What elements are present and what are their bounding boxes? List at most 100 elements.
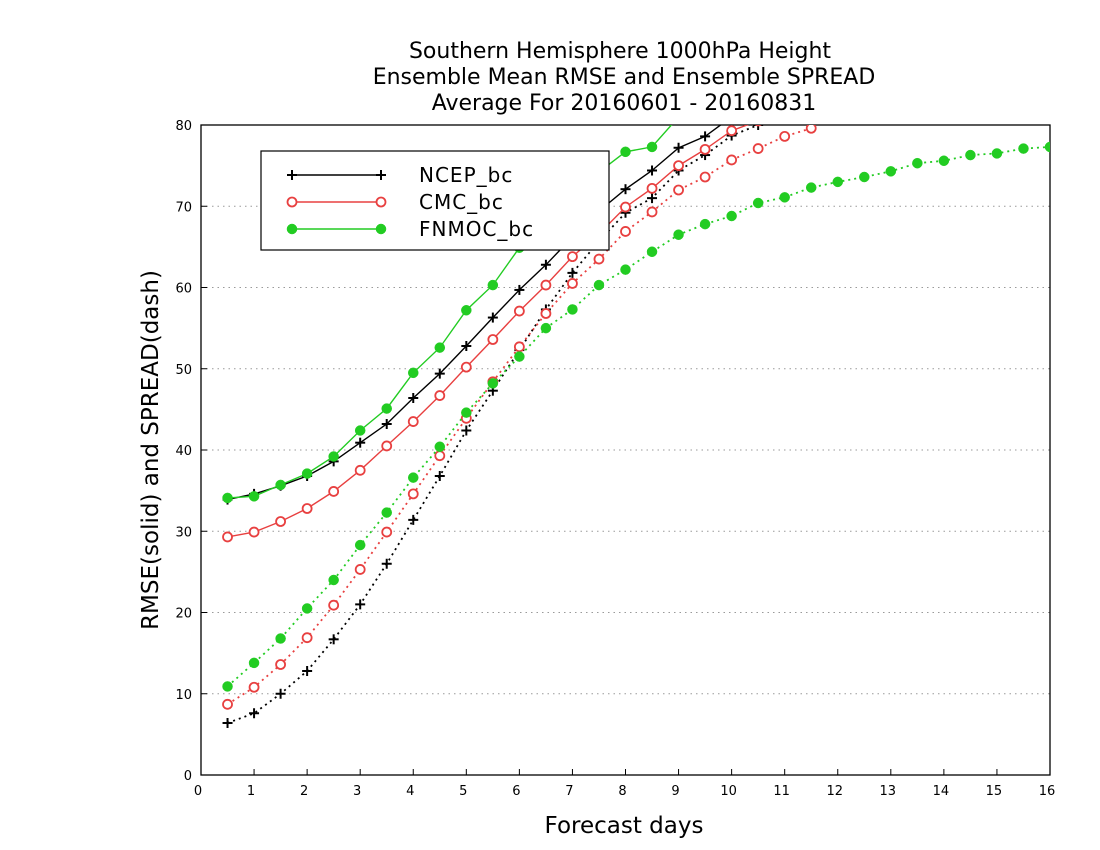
- point-ncep-bc-spread: [434, 471, 445, 481]
- point-cmc-bc-rmse: [487, 334, 499, 345]
- series-line-cmc-bc-spread: [227, 127, 812, 706]
- point-cmc-bc-rmse: [673, 160, 684, 172]
- point-ncep-bc-spread: [249, 708, 260, 719]
- point-ncep-bc-spread: [408, 514, 419, 525]
- legend-label-fnmoc-bc: FNMOC_bc: [419, 217, 534, 241]
- y-tick-label: 10: [175, 688, 192, 703]
- grid-lines: [201, 205, 1050, 695]
- legend-label-ncep-bc: NCEP_bc: [419, 163, 513, 187]
- point-fnmoc-bc-spread: [222, 681, 233, 692]
- point-cmc-bc-spread: [222, 698, 233, 710]
- legend-marker-ncep-bc: [287, 170, 297, 180]
- point-cmc-bc-rmse: [434, 390, 446, 401]
- x-tick-label: 12: [826, 784, 843, 799]
- series-fnmoc-bc-spread: [222, 141, 1050, 692]
- point-fnmoc-bc-rmse: [408, 367, 419, 379]
- point-fnmoc-bc-rmse: [222, 492, 233, 504]
- point-fnmoc-bc-spread: [673, 229, 684, 240]
- point-fnmoc-bc-spread: [965, 149, 976, 161]
- point-fnmoc-bc-spread: [248, 657, 260, 669]
- y-axis-title: RMSE(solid) and SPREAD(dash): [138, 270, 164, 630]
- point-ncep-bc-spread: [222, 718, 233, 728]
- point-fnmoc-bc-rmse: [301, 468, 313, 479]
- x-tick-label: 14: [933, 784, 950, 799]
- point-fnmoc-bc-spread: [593, 279, 605, 291]
- point-fnmoc-bc-spread: [620, 264, 631, 275]
- point-fnmoc-bc-spread: [540, 322, 552, 334]
- point-fnmoc-bc-spread: [354, 539, 366, 551]
- point-cmc-bc-rmse: [248, 526, 260, 538]
- point-fnmoc-bc-spread: [779, 192, 790, 203]
- title-line-2: Ensemble Mean RMSE and Ensemble SPREAD: [373, 65, 876, 90]
- series-layer: [222, 125, 1050, 728]
- point-fnmoc-bc-rmse: [487, 279, 499, 291]
- x-tick-label: 2: [300, 784, 308, 799]
- point-fnmoc-bc-spread: [301, 603, 313, 614]
- x-tick-label: 11: [773, 784, 790, 799]
- point-fnmoc-bc-spread: [699, 218, 711, 230]
- point-cmc-bc-spread: [593, 253, 605, 265]
- legend-marker-fnmoc-bc: [375, 223, 387, 235]
- point-fnmoc-bc-spread: [726, 210, 737, 222]
- point-fnmoc-bc-spread: [912, 157, 923, 169]
- point-ncep-bc-rmse: [408, 393, 419, 403]
- point-cmc-bc-spread: [381, 526, 393, 538]
- legend: NCEP_bc CMC_bc FNMOC_bc: [260, 150, 610, 251]
- x-tick-label: 15: [986, 784, 1003, 799]
- point-cmc-bc-spread: [673, 184, 684, 196]
- y-tick-label: 40: [175, 444, 192, 459]
- x-tick-label: 5: [459, 784, 467, 799]
- point-fnmoc-bc-spread: [514, 351, 525, 362]
- point-cmc-bc-rmse: [222, 531, 233, 543]
- point-cmc-bc-spread: [540, 308, 552, 319]
- point-ncep-bc-rmse: [700, 131, 711, 142]
- point-cmc-bc-rmse: [460, 361, 472, 373]
- x-tick-label: 7: [565, 784, 573, 799]
- point-fnmoc-bc-spread: [859, 171, 870, 183]
- point-fnmoc-bc-rmse: [434, 342, 446, 353]
- point-cmc-bc-rmse: [328, 486, 340, 497]
- x-tick-label: 8: [618, 784, 626, 799]
- point-cmc-bc-rmse: [407, 416, 419, 427]
- x-tick-label: 1: [247, 784, 255, 799]
- point-fnmoc-bc-spread: [487, 378, 499, 389]
- point-fnmoc-bc-spread: [938, 155, 950, 166]
- point-ncep-bc-rmse: [487, 312, 498, 323]
- legend-marker-cmc-bc: [286, 196, 298, 208]
- point-cmc-bc-rmse: [301, 503, 313, 514]
- point-cmc-bc-spread: [779, 130, 791, 142]
- point-fnmoc-bc-spread: [1044, 141, 1050, 153]
- x-tick-labels: 0 1 2 3 4 5 6 7 8 9 10 11 12 13 14 15 16: [194, 784, 1055, 799]
- y-tick-label: 60: [175, 282, 192, 297]
- point-ncep-bc-rmse: [647, 165, 658, 176]
- y-tick-label: 70: [175, 200, 192, 215]
- title-line-3: Average For 20160601 - 20160831: [432, 91, 817, 116]
- point-ncep-bc-spread: [461, 425, 472, 436]
- point-fnmoc-bc-spread: [885, 166, 897, 177]
- chart-title: Southern Hemisphere 1000hPa Height Ensem…: [373, 39, 876, 116]
- point-fnmoc-bc-spread: [805, 182, 817, 193]
- x-tick-label: 6: [512, 784, 520, 799]
- point-cmc-bc-spread: [248, 681, 260, 693]
- point-cmc-bc-spread: [301, 632, 313, 644]
- point-fnmoc-bc-rmse: [328, 451, 339, 462]
- legend-marker-cmc-bc: [375, 196, 387, 208]
- title-line-1: Southern Hemisphere 1000hPa Height: [409, 39, 831, 64]
- point-ncep-bc-rmse: [514, 284, 525, 295]
- x-tick-label: 3: [353, 784, 361, 799]
- point-ncep-bc-spread: [647, 193, 658, 204]
- legend-marker-fnmoc-bc: [286, 223, 298, 235]
- y-tick-label: 50: [175, 363, 192, 378]
- point-ncep-bc-spread: [302, 666, 313, 676]
- point-fnmoc-bc-spread: [1018, 143, 1029, 154]
- point-ncep-bc-rmse: [461, 341, 472, 351]
- point-cmc-bc-rmse: [699, 143, 711, 155]
- point-ncep-bc-rmse: [355, 437, 366, 448]
- point-cmc-bc-rmse: [620, 201, 631, 213]
- x-tick-label: 4: [406, 784, 414, 799]
- x-tick-label: 9: [671, 784, 679, 799]
- point-ncep-bc-spread: [275, 688, 286, 699]
- point-cmc-bc-rmse: [513, 305, 525, 317]
- point-cmc-bc-spread: [434, 450, 446, 462]
